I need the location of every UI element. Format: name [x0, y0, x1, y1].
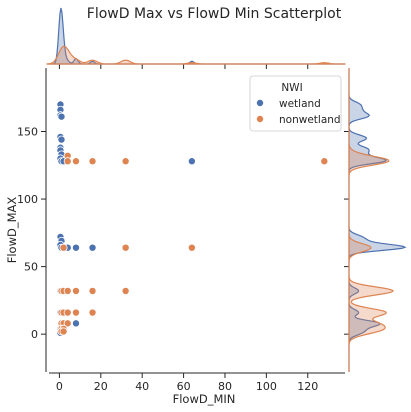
point-wetland: [57, 135, 66, 144]
legend-label-nonwetland: nonwetland: [279, 114, 341, 126]
x-tick-label: 60: [177, 380, 191, 393]
x-tick-label: 100: [256, 380, 277, 393]
point-nonwetland: [88, 308, 97, 317]
y-marginal-kde: [344, 68, 407, 372]
point-nonwetland: [63, 157, 72, 166]
y-tick-label: 50: [24, 261, 38, 274]
point-nonwetland: [71, 286, 80, 295]
point-nonwetland: [121, 157, 130, 166]
point-nonwetland: [187, 243, 196, 252]
point-nonwetland: [59, 243, 68, 252]
legend: NWI wetland nonwetland: [249, 75, 342, 132]
main-scatter-axes: 0 20 40 60 80 100 120 0 50 100 150: [17, 68, 345, 393]
y-tick-label: 100: [17, 193, 38, 206]
x-kde-nonwetland: [46, 45, 346, 65]
point-nonwetland: [71, 157, 80, 166]
point-wetland: [187, 157, 196, 166]
legend-title: NWI: [281, 82, 302, 94]
point-nonwetland: [88, 286, 97, 295]
chart-title: FlowD Max vs FlowD Min Scatterplot: [87, 6, 342, 22]
point-wetland: [57, 112, 66, 121]
x-tick-label: 20: [94, 380, 108, 393]
point-wetland: [88, 243, 97, 252]
point-nonwetland: [121, 243, 130, 252]
x-tick-label: 40: [135, 380, 149, 393]
x-marginal-kde: [46, 7, 346, 69]
x-tick-label: 0: [56, 380, 63, 393]
x-axis-ticks: 0 20 40 60 80 100 120: [56, 373, 318, 393]
legend-marker-nonwetland: [255, 115, 264, 124]
x-tick-label: 80: [218, 380, 232, 393]
y-tick-label: 0: [31, 328, 38, 341]
legend-label-wetland: wetland: [279, 98, 321, 110]
y-axis-ticks: 0 50 100 150: [17, 126, 46, 341]
point-nonwetland: [121, 286, 130, 295]
y-kde-nonwetland: [348, 68, 395, 372]
y-axis-label: FlowD_MAX: [5, 197, 19, 264]
point-wetland: [71, 319, 80, 328]
point-nonwetland: [320, 157, 329, 166]
point-nonwetland: [63, 286, 72, 295]
point-nonwetland: [63, 319, 72, 328]
point-nonwetland: [63, 308, 72, 317]
legend-box: [249, 75, 342, 132]
point-nonwetland: [88, 157, 97, 166]
x-axis-label: FlowD_MIN: [173, 392, 236, 406]
legend-marker-wetland: [255, 99, 264, 108]
point-wetland: [71, 243, 80, 252]
point-nonwetland: [59, 327, 68, 336]
y-tick-label: 150: [17, 126, 38, 139]
x-tick-label: 120: [297, 380, 318, 393]
point-nonwetland: [71, 308, 80, 317]
scatter-points: [56, 100, 329, 337]
